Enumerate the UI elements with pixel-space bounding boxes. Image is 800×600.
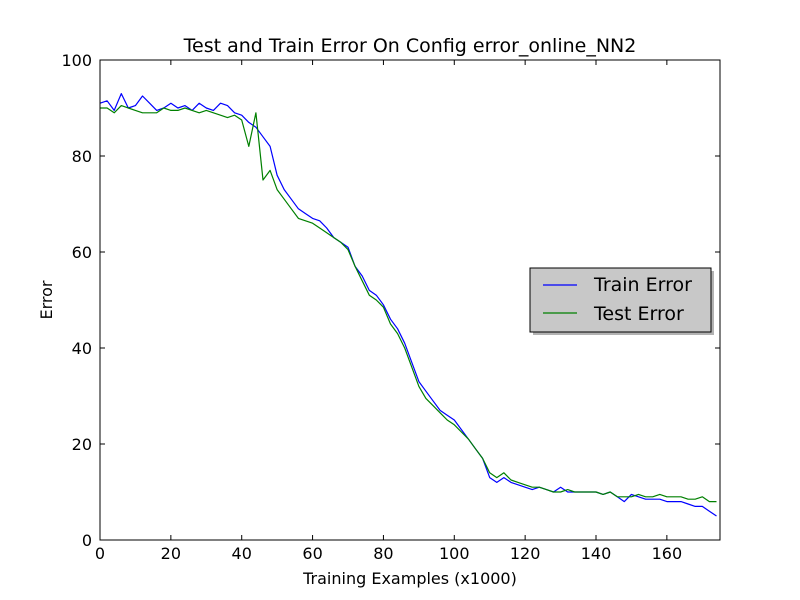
x-tick-label: 120 [510,544,541,563]
legend-label-test-error: Test Error [593,303,684,325]
x-tick-label: 40 [232,544,252,563]
x-tick-label: 100 [439,544,470,563]
x-tick-label: 160 [652,544,683,563]
y-tick-label: 100 [61,51,92,70]
y-axis-label: Error [37,280,56,319]
y-tick-label: 40 [72,339,92,358]
y-tick-label: 80 [72,147,92,166]
legend: Train Error Test Error [529,267,714,335]
plot-frame [99,59,721,541]
y-tick-label: 60 [72,243,92,262]
x-tick-label: 80 [373,544,393,563]
legend-box [529,267,712,333]
x-tick-label: 0 [95,544,105,563]
x-axis-ticks: 0 20 40 60 80 100 120 140 160 [95,60,682,563]
y-axis-ticks: 0 20 40 60 80 100 [61,51,720,550]
y-tick-label: 20 [72,435,92,454]
series-line-test-error [100,104,717,503]
y-tick-label: 0 [82,531,92,550]
x-axis-label: Training Examples (x1000) [302,569,517,588]
chart-title: Test and Train Error On Config error_onl… [183,35,637,57]
x-tick-label: 20 [161,544,181,563]
x-tick-label: 140 [581,544,612,563]
series-layer [99,92,717,517]
x-tick-label: 60 [302,544,322,563]
legend-label-train-error: Train Error [593,274,692,296]
